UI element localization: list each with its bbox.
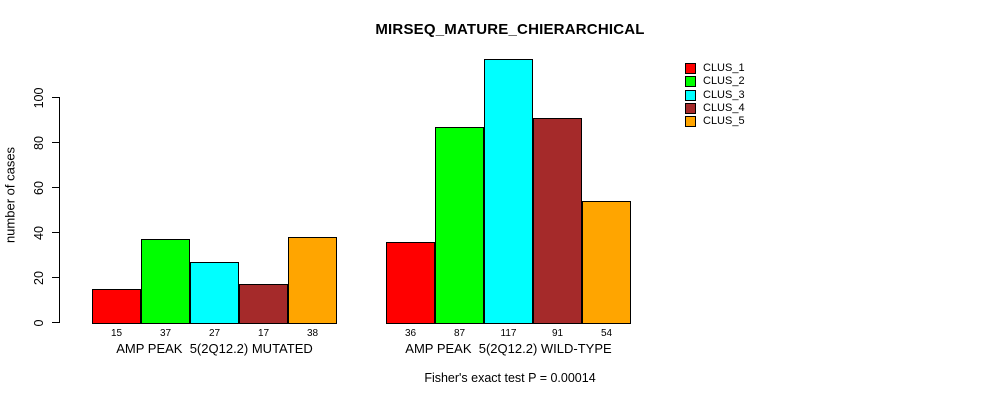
bar-clus_3-group1 bbox=[190, 261, 239, 324]
legend-label: CLUS_3 bbox=[703, 88, 745, 101]
y-tick-mark bbox=[52, 141, 60, 144]
y-tick-label: 60 bbox=[32, 180, 46, 195]
legend-label: CLUS_5 bbox=[703, 115, 745, 128]
y-tick-label: 20 bbox=[32, 270, 46, 285]
legend: CLUS_1 CLUS_2 CLUS_3 CLUS_4 CLUS_5 bbox=[685, 62, 745, 128]
legend-swatch-icon bbox=[685, 63, 696, 75]
legend-item-clus_1: CLUS_1 bbox=[685, 62, 745, 75]
bar-value-label: 54 bbox=[600, 328, 613, 339]
bar-clus_1-group1 bbox=[92, 288, 141, 324]
y-tick-mark bbox=[52, 186, 60, 189]
bar-value-label: 36 bbox=[404, 328, 417, 339]
bar-clus_5-group1 bbox=[288, 237, 337, 324]
legend-label: CLUS_1 bbox=[703, 62, 745, 75]
bar-clus_1-group2 bbox=[386, 241, 435, 324]
legend-item-clus_5: CLUS_5 bbox=[685, 115, 745, 128]
legend-swatch-icon bbox=[685, 103, 696, 115]
y-tick-mark bbox=[52, 321, 60, 324]
bar-clus_4-group1 bbox=[239, 284, 288, 324]
bar-clus_2-group2 bbox=[435, 126, 484, 324]
y-tick-label: 0 bbox=[32, 319, 46, 326]
group-label-wild-type: AMP PEAK 5(2Q12.2) WILD-TYPE bbox=[405, 341, 612, 356]
bar-clus_2-group1 bbox=[141, 239, 190, 324]
legend-item-clus_2: CLUS_2 bbox=[685, 75, 745, 88]
bar-value-label: 15 bbox=[110, 328, 123, 339]
bar-value-label: 117 bbox=[500, 328, 517, 339]
legend-swatch-icon bbox=[685, 89, 696, 101]
legend-swatch-icon bbox=[685, 76, 696, 88]
legend-label: CLUS_2 bbox=[703, 75, 745, 88]
legend-label: CLUS_4 bbox=[703, 102, 745, 115]
chart-title: MIRSEQ_MATURE_CHIERARCHICAL bbox=[375, 21, 645, 38]
legend-swatch-icon bbox=[685, 116, 696, 128]
bar-clus_3-group2 bbox=[484, 59, 533, 324]
group-label-mutated: AMP PEAK 5(2Q12.2) MUTATED bbox=[116, 341, 313, 356]
bar-clus_4-group2 bbox=[533, 117, 582, 324]
y-tick-mark bbox=[52, 231, 60, 234]
y-tick-mark bbox=[52, 276, 60, 279]
fisher-test-annotation: Fisher's exact test P = 0.00014 bbox=[424, 371, 596, 385]
bar-value-label: 27 bbox=[208, 328, 221, 339]
bar-value-label: 38 bbox=[306, 328, 319, 339]
y-tick-mark bbox=[52, 96, 60, 99]
y-tick-label: 40 bbox=[32, 225, 46, 240]
bar-value-label: 17 bbox=[257, 328, 270, 339]
y-tick-label: 80 bbox=[32, 135, 46, 150]
legend-item-clus_3: CLUS_3 bbox=[685, 89, 745, 102]
y-axis-line bbox=[59, 97, 61, 323]
bar-value-label: 37 bbox=[159, 328, 172, 339]
bar-value-label: 87 bbox=[453, 328, 466, 339]
y-tick-label: 100 bbox=[32, 87, 46, 108]
bar-clus_5-group2 bbox=[582, 201, 631, 324]
bar-value-label: 91 bbox=[551, 328, 564, 339]
y-axis-label: number of cases bbox=[2, 146, 18, 244]
legend-item-clus_4: CLUS_4 bbox=[685, 102, 745, 115]
